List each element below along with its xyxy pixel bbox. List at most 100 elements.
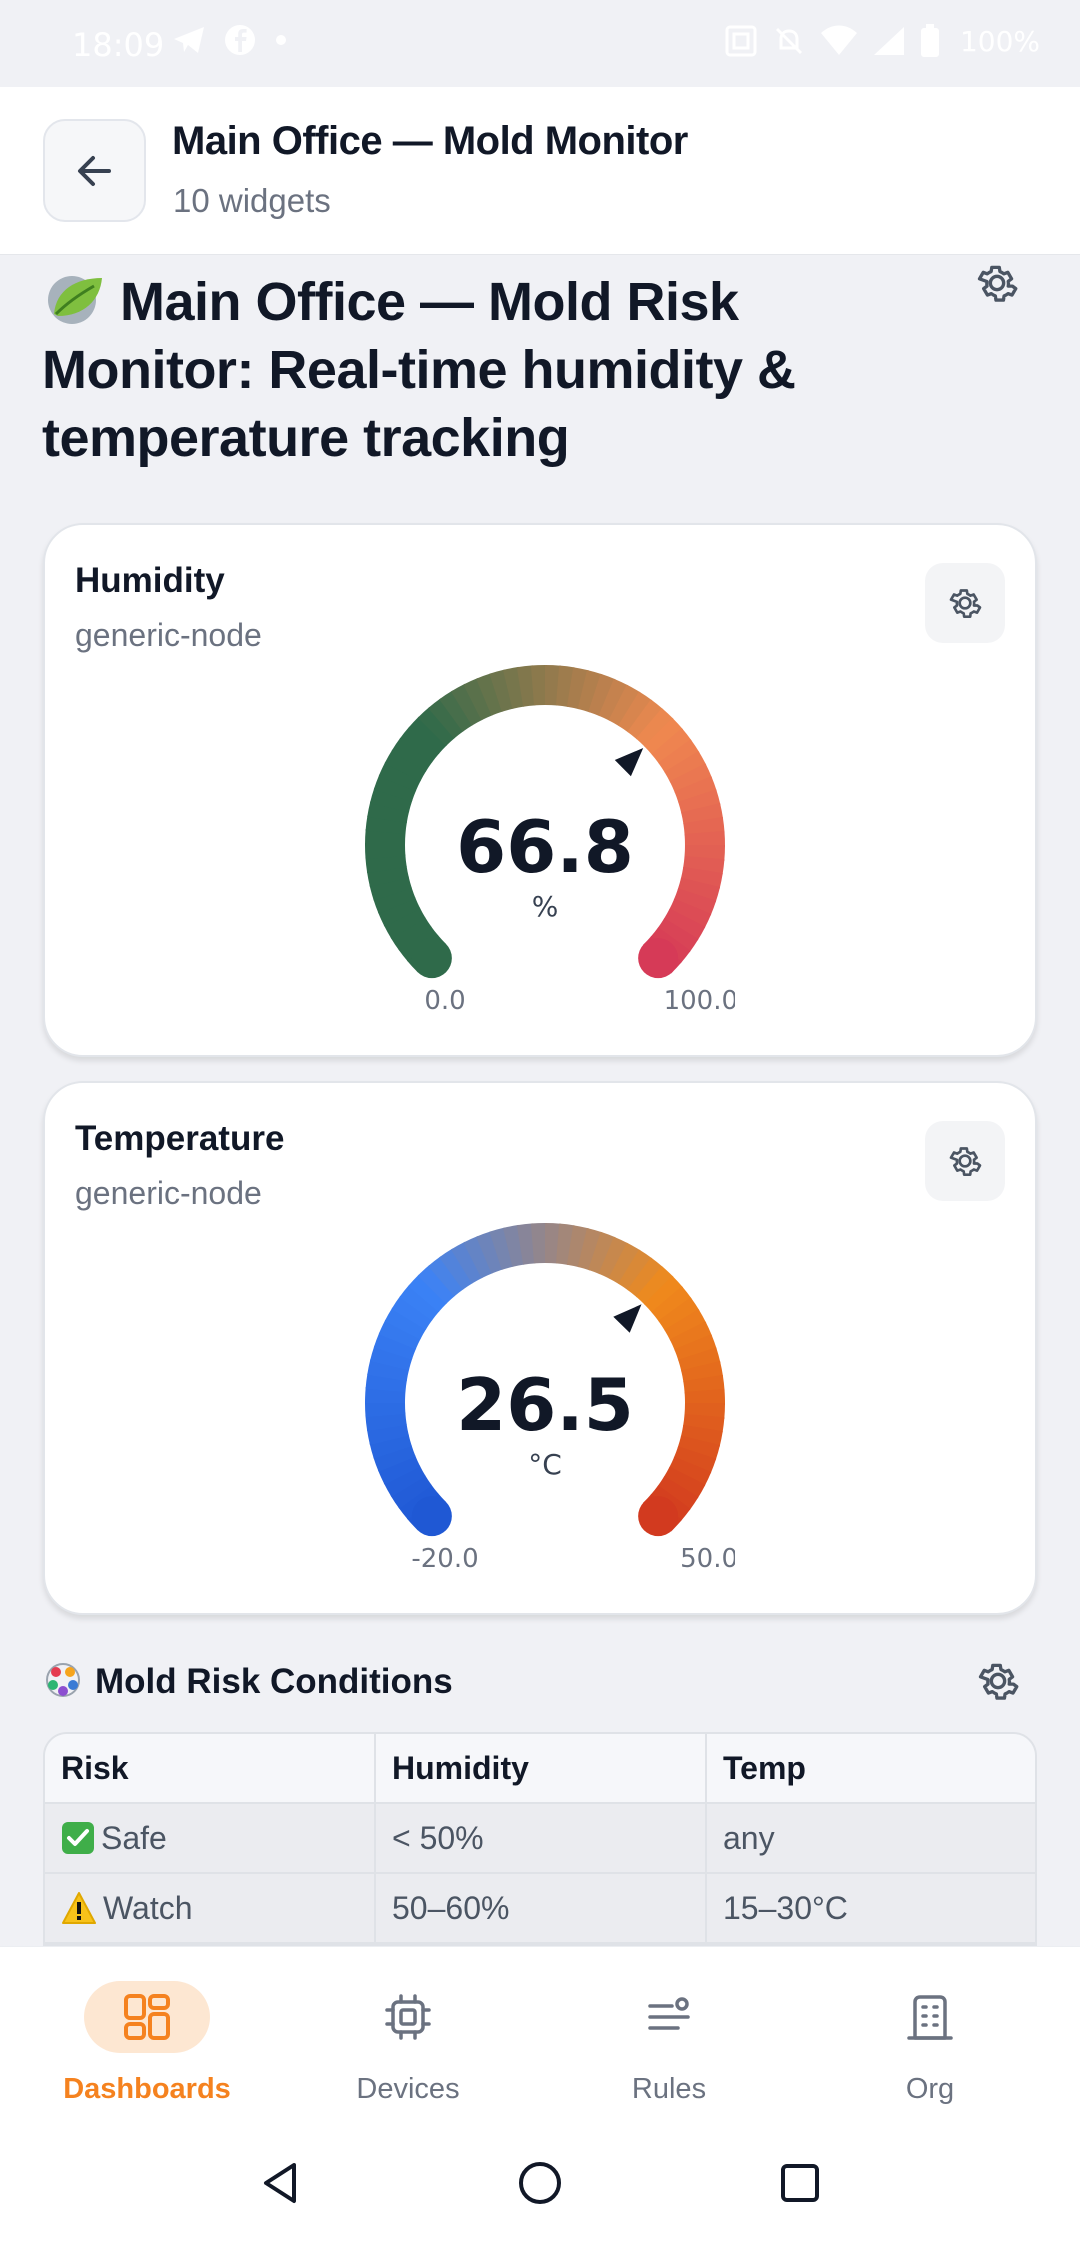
system-home-button[interactable]	[510, 2153, 570, 2213]
gauge-min-label: 0.0	[424, 986, 465, 1016]
gauge-arc-cap	[411, 938, 452, 979]
nav-label: Org	[905, 2073, 955, 2105]
gauge-arc-segment	[681, 1360, 724, 1383]
gauge-arc-segment	[663, 1466, 706, 1499]
page-title: Main Office — Mold Risk Monitor: Real-ti…	[42, 268, 962, 472]
title-settings-gear-icon[interactable]	[972, 258, 1022, 308]
gauge-arc-segment	[683, 855, 725, 876]
gauge-arc-segment	[516, 1223, 536, 1265]
gauge-arc-segment	[489, 669, 514, 712]
gauge-arc-segment	[383, 907, 426, 940]
table-row: Watch 50–60% 15–30°C	[45, 1874, 1035, 1944]
gauge-arc-segment	[658, 1297, 700, 1332]
gauge-arc-segment	[428, 698, 465, 739]
gauge-arc-segment	[566, 1225, 589, 1268]
gauge-arc-segment	[627, 1257, 664, 1298]
telegram-icon	[174, 27, 204, 53]
circle-home-icon	[519, 2162, 561, 2204]
gauge-max-label: 100.0	[664, 986, 735, 1016]
section-settings-gear-icon[interactable]	[973, 1656, 1023, 1706]
gauge-arc-segment	[668, 1456, 712, 1487]
gauge-arc-segment	[608, 1242, 641, 1285]
gauge-arc-segment	[390, 916, 432, 951]
gauge-arc-segment	[683, 816, 725, 836]
battery-percent: 100%	[959, 24, 1040, 58]
gauge-value: 66.8	[456, 805, 634, 889]
bottom-navigation: Dashboards Devices Rules Org	[0, 1946, 1080, 2121]
gauge-value: 26.5	[456, 1363, 634, 1447]
gauge-arc-segment	[664, 750, 707, 783]
risk-table: Risk Humidity Temp Safe < 50% any Watch …	[43, 1732, 1037, 1946]
gauge-arc-segment	[664, 1308, 707, 1341]
gauge-arc-segment	[617, 1249, 653, 1291]
gauge-arc-segment	[680, 1424, 723, 1447]
gauge-arc-segment	[674, 1334, 717, 1362]
gauge-arc-segment	[677, 877, 721, 903]
system-navigation-bar	[0, 2121, 1080, 2246]
chip-icon	[385, 1994, 431, 2040]
gauge-arc-segment	[555, 665, 576, 707]
gauge-arc-segment	[463, 1235, 493, 1279]
nav-dashboards[interactable]: Dashboards	[12, 1947, 282, 2122]
gauge-arc-segment	[544, 664, 561, 706]
gauge-arc-segment	[377, 1455, 421, 1485]
leaf-icon	[48, 276, 102, 324]
mute-icon	[775, 27, 802, 55]
gauge-arc-segment	[378, 1319, 422, 1350]
risk-label: Watch	[103, 1889, 193, 1926]
dashboard-icon	[124, 1994, 170, 2040]
gauge-arc-segment	[365, 854, 407, 874]
gauge-arc	[364, 664, 726, 979]
table-row: Safe < 50% any	[45, 1804, 1035, 1874]
nav-devices[interactable]: Devices	[273, 1947, 543, 2122]
gauge-arc	[364, 1222, 726, 1537]
risk-table-viewport[interactable]: Risk Humidity Temp Safe < 50% any Watch …	[0, 1732, 1080, 1947]
system-back-button[interactable]	[250, 2153, 310, 2213]
gauge-arc-segment	[450, 1241, 483, 1284]
gauge-arc-segment	[651, 728, 692, 765]
gauge-arc-segment	[450, 683, 483, 726]
gauge-arc-segment	[439, 690, 474, 732]
gauge-arc-segment	[663, 908, 706, 941]
widget-count: 10 widgets	[173, 182, 331, 219]
battery-icon	[920, 24, 939, 57]
nav-org[interactable]: Org	[795, 1947, 1065, 2122]
gauge-arc-segment	[617, 691, 653, 733]
dashboard-title: Main Office — Mold Monitor	[172, 119, 688, 163]
gear-icon	[949, 1147, 982, 1176]
gauge-arc-cap	[411, 1496, 452, 1537]
widget-settings-button[interactable]	[925, 1121, 1005, 1201]
gauge-pointer	[613, 1304, 642, 1333]
gauge-arc-segment	[683, 1374, 725, 1394]
gauge-arc-segment	[677, 1435, 721, 1461]
gauge-arc-segment	[373, 1332, 417, 1360]
wifi-icon	[820, 25, 857, 55]
gauge-arc-segment	[588, 673, 616, 717]
gauge-arc-segment	[365, 1372, 407, 1393]
gauge-arc-segment	[399, 726, 440, 763]
gauge-arc-segment	[408, 716, 448, 755]
risk-cell: Safe	[45, 1804, 376, 1874]
widget-title: Temperature	[75, 1119, 285, 1158]
gauge-arc-segment	[577, 1227, 603, 1271]
app-header: Main Office — Mold Monitor 10 widgets	[0, 87, 1080, 255]
gauge-arc-segment	[608, 684, 641, 727]
gauge-arc-segment	[588, 1231, 616, 1275]
humidity-widget-card: Humidity generic-node 66.8 % 0.0 100.0	[43, 523, 1037, 1057]
gauge-min-label: -20.0	[411, 1544, 478, 1574]
gauge-arc-segment	[366, 1423, 409, 1446]
facebook-icon	[225, 25, 255, 55]
gauge-arc-segment	[384, 1307, 427, 1340]
temp-cell: 15–30°C	[707, 1874, 1035, 1944]
gauge-arc-segment	[373, 774, 417, 802]
widget-settings-button[interactable]	[925, 563, 1005, 643]
system-recents-button[interactable]	[770, 2153, 830, 2213]
gauge-max-label: 50.0	[680, 1544, 735, 1574]
table-header-row: Risk Humidity Temp	[45, 1734, 1035, 1804]
gauge-arc-cap	[638, 938, 679, 979]
gauge-arc-segment	[408, 1274, 448, 1313]
back-button[interactable]	[43, 119, 146, 222]
gauge-arc-segment	[417, 706, 456, 747]
nav-rules[interactable]: Rules	[534, 1947, 804, 2122]
gauge-arc-segment	[476, 1231, 504, 1274]
